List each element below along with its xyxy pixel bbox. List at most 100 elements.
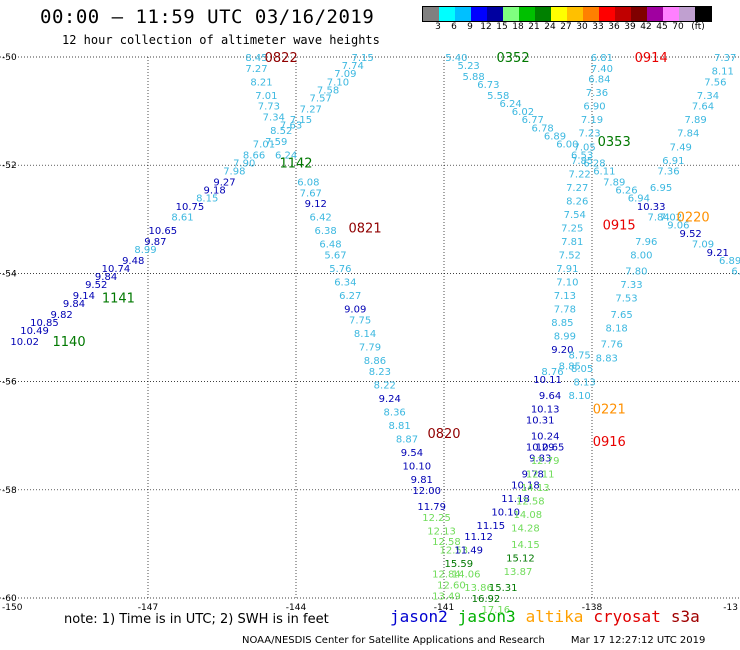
wave-height-label: 7.90 (233, 158, 255, 169)
wave-height-label: 6.11 (593, 167, 615, 178)
colorbar-label: 21 (528, 22, 540, 32)
wave-height-label: 7.40 (591, 64, 613, 75)
wave-height-label: 10.31 (526, 415, 555, 426)
wave-height-label: 7.63 (280, 121, 302, 132)
wave-height-label: 12.60 (437, 580, 466, 591)
wave-height-label: 7.76 (601, 340, 623, 351)
wave-height-label: 14.08 (514, 510, 543, 521)
wave-height-label: 9.64 (539, 391, 561, 402)
wave-height-label: 6.08 (297, 177, 319, 188)
colorbar-label: 6 (451, 22, 457, 32)
pass-time-label: 0916 (593, 435, 626, 450)
wave-height-label: 7.10 (556, 278, 578, 289)
wave-height-label: 8.85 (551, 318, 573, 329)
wave-height-label: 7.34 (697, 91, 719, 102)
satellite-legend: jason2 jason3 altika cryosat s3a (390, 607, 710, 626)
wave-height-label: 11.79 (417, 502, 446, 513)
wave-height-label: 7.13 (554, 291, 576, 302)
wave-height-label: 5.58 (487, 91, 509, 102)
wave-height-label: 9.06 (667, 221, 689, 232)
wave-height-label: 7.53 (615, 294, 637, 305)
wave-height-label: 8.14 (354, 329, 376, 340)
wave-height-label: 11.18 (501, 494, 530, 505)
wave-height-label: 8.23 (369, 367, 391, 378)
wave-height-label: 11.49 (454, 545, 483, 556)
wave-height-label: 5.23 (458, 61, 480, 72)
wave-height-label: 10.49 (20, 326, 49, 337)
wave-height-label: 7.49 (670, 142, 692, 153)
wave-height-label: 7.81 (561, 237, 583, 248)
pass-time-label: 0822 (265, 51, 298, 66)
wave-height-label: 8.76 (541, 367, 563, 378)
legend-jason3: jason3 (457, 607, 516, 626)
wave-height-label: 9.20 (551, 345, 573, 356)
wave-height-label: 7.36 (586, 88, 608, 99)
wave-height-label: 9.09 (344, 305, 366, 316)
wave-height-label: 9.54 (401, 448, 423, 459)
lat-tick-label: -54 (2, 269, 17, 279)
wave-height-label: 6.84 (588, 75, 610, 86)
wave-height-label: 7.59 (265, 137, 287, 148)
wave-height-label: 10.11 (533, 375, 562, 386)
wave-height-label: 6.53 (571, 150, 593, 161)
legend-s3a: s3a (670, 607, 700, 626)
wave-height-label: 12.58 (432, 537, 461, 548)
wave-height-label: 12.53 (440, 545, 469, 556)
colorbar-label: 36 (608, 22, 620, 32)
wave-height-label: 10.18 (511, 480, 540, 491)
wave-height-label: 7.27 (566, 183, 588, 194)
wave-height-label: 9.48 (122, 256, 144, 267)
wave-height-label: 6.42 (310, 213, 332, 224)
wave-height-label: 11.15 (477, 521, 506, 532)
wave-height-label: 7.89 (684, 115, 706, 126)
wave-height-label: 7.27 (300, 104, 322, 115)
wave-height-label: 10.65 (536, 443, 565, 454)
wave-height-label: 9.18 (203, 186, 225, 197)
wave-height-label: 6.92 (731, 267, 740, 278)
wave-height-label: 6.81 (591, 53, 613, 64)
wave-height-label: 6.73 (477, 80, 499, 91)
footer-timestamp: Mar 17 12:27:12 UTC 2019 (570, 635, 706, 646)
wave-height-label: 7.27 (245, 64, 267, 75)
wave-height-label: 6.90 (583, 102, 605, 113)
wave-height-label: 7.79 (359, 342, 381, 353)
colorbar-swatch (487, 7, 503, 21)
wave-height-label: 7.84 (647, 213, 669, 224)
wave-height-label: 6.38 (314, 226, 336, 237)
wave-height-label: 7.10 (327, 77, 349, 88)
axis-labels: -50 -52 -54 -56 -58 -60-150 -147 -144 -141 -138 -1… (2, 53, 738, 613)
wave-height-label: 7.15 (351, 53, 373, 64)
wave-height-label: 9.84 (63, 299, 85, 310)
colorbar-swatch (535, 7, 551, 21)
wave-height-label: 10.24 (531, 432, 560, 443)
pass-time-label: 0914 (635, 51, 668, 66)
wave-height-label: 9.82 (51, 310, 73, 321)
wave-height-label: 7.09 (334, 69, 356, 80)
colorbar-swatch (599, 7, 615, 21)
wave-height-label: 7.54 (564, 210, 586, 221)
wave-height-label: 13.49 (432, 591, 461, 602)
colorbar-swatch (455, 7, 471, 21)
colorbar-label: 12 (480, 22, 492, 32)
colorbar-label: (ft) (691, 22, 705, 32)
wave-height-label: 6.94 (628, 194, 650, 205)
wave-height-label: 9.24 (379, 394, 401, 405)
wave-height-label: 7.65 (610, 310, 632, 321)
colorbar-swatch (695, 7, 711, 21)
wave-height-label: 7.84 (677, 129, 699, 140)
wave-height-labels: 8.457.278.217.017.737.347.157.747.097.10… (10, 53, 740, 616)
wave-height-label: 15.31 (489, 583, 518, 594)
pass-time-label: 0220 (677, 211, 710, 226)
map-frame (0, 56, 740, 599)
wave-height-label: 10.33 (637, 202, 666, 213)
colorbar-swatch (567, 7, 583, 21)
wave-height-label: 8.45 (245, 53, 267, 64)
wave-height-label: 7.34 (263, 113, 285, 124)
wave-height-label: 8.87 (396, 434, 418, 445)
colorbar-label: 3 (435, 22, 441, 32)
wave-height-label: 7.78 (554, 305, 576, 316)
wave-height-label: 8.13 (573, 378, 595, 389)
wave-height-label: 8.99 (134, 245, 156, 256)
colorbar-label: 27 (560, 22, 572, 32)
